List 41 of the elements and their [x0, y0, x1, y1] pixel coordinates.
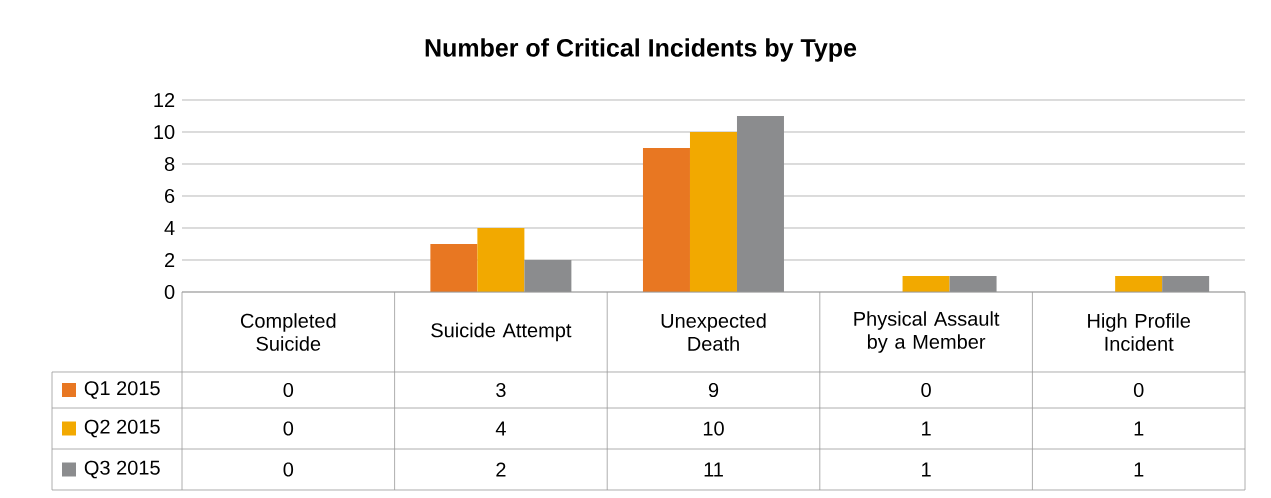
legend-label: Q1 2015	[84, 381, 160, 399]
bar	[524, 260, 572, 292]
data-label: 1	[922, 462, 931, 477]
data-label: 3	[496, 382, 506, 398]
data-label: 9	[708, 382, 719, 398]
x-tick-label: Suicide Attempt	[431, 322, 572, 342]
y-tick-label: 4	[164, 221, 175, 235]
data-label: 0	[1133, 382, 1144, 398]
chart-title: Number of Critical Incidents by Type	[425, 38, 857, 62]
bar	[430, 244, 478, 292]
data-label: 2	[496, 462, 506, 477]
data-label: 0	[283, 462, 294, 477]
legend-label: Q2 2015	[84, 419, 160, 438]
y-tick-label: 0	[164, 284, 175, 300]
bar	[949, 276, 997, 292]
x-tick-label: Physical Assault by a Member	[854, 311, 1000, 353]
data-label: 0	[283, 382, 294, 398]
x-tick-label: Unexpected Death	[661, 313, 766, 351]
data-label: 1	[1134, 462, 1144, 477]
bar	[1162, 276, 1210, 292]
x-tick-label: Completed Suicide	[240, 313, 336, 351]
data-label: 0	[921, 382, 931, 398]
bar	[477, 228, 525, 292]
data-label: 11	[704, 462, 723, 477]
y-tick-label: 6	[165, 188, 175, 204]
bar	[689, 132, 737, 292]
bar	[1115, 276, 1163, 292]
data-label: 1	[1134, 421, 1144, 436]
data-label: 1	[922, 421, 931, 436]
y-tick-label: 2	[165, 253, 175, 267]
data-label: 4	[495, 421, 506, 436]
legend-label: Q3 2015	[84, 460, 160, 479]
bar	[902, 276, 950, 292]
y-tick-label: 10	[154, 124, 175, 140]
data-label: 10	[703, 421, 724, 436]
data-label: 0	[283, 421, 294, 436]
bar	[642, 148, 690, 292]
bar	[736, 116, 784, 292]
y-tick-label: 12	[154, 93, 175, 107]
x-tick-label: High Profile Incident	[1088, 313, 1191, 351]
y-tick-label: 8	[164, 156, 175, 172]
